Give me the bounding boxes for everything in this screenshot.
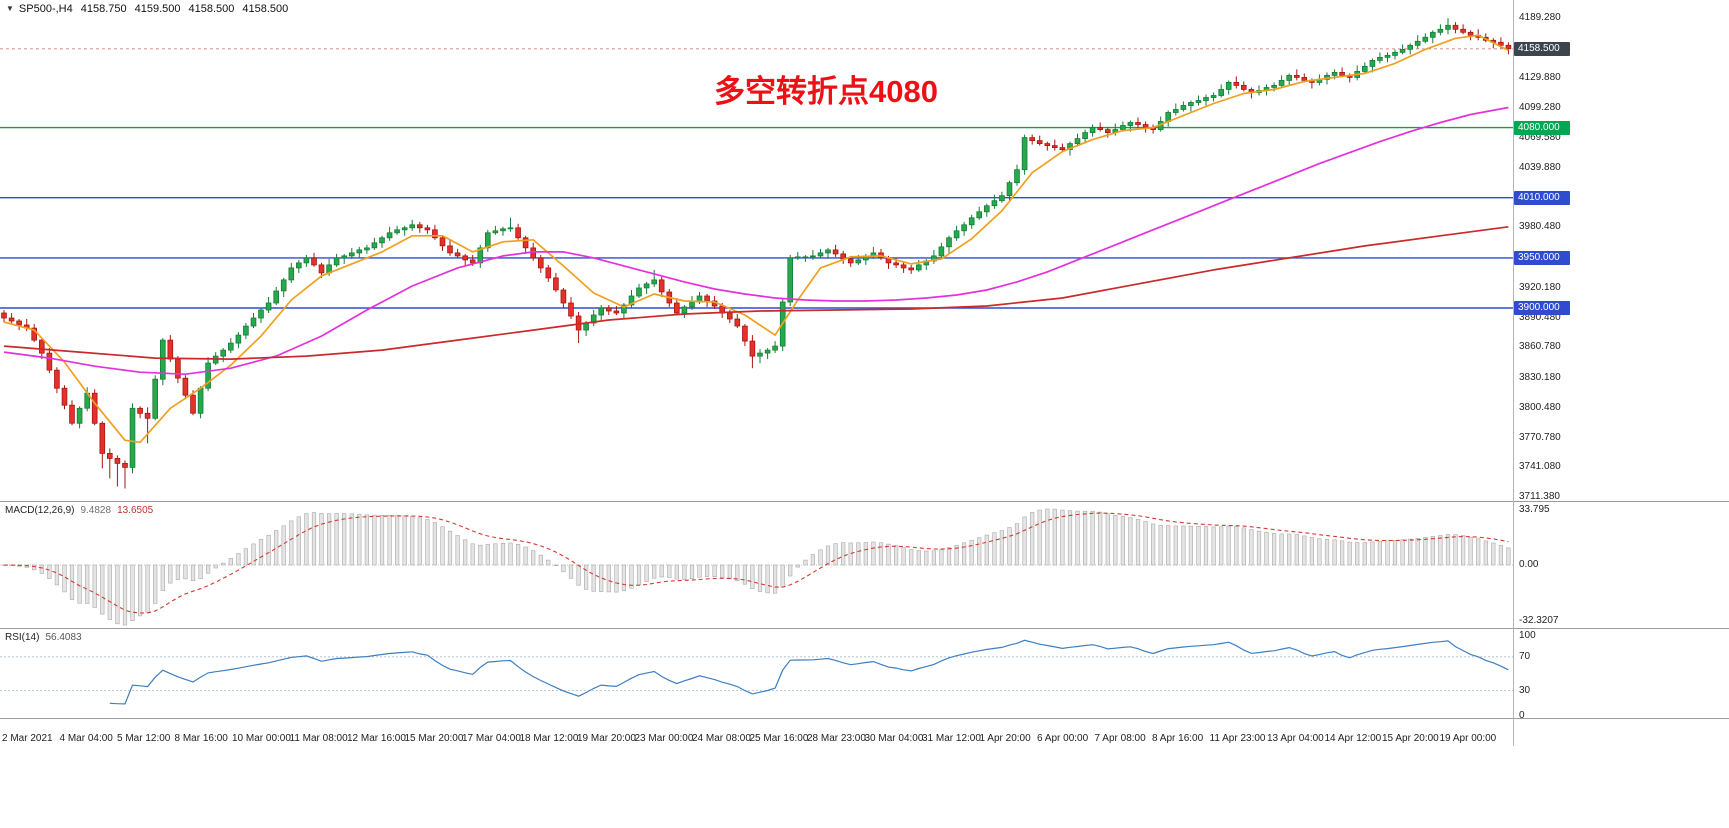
price-axis-label: 3980.480 [1519, 221, 1561, 233]
price-axis-label: 3860.780 [1519, 341, 1561, 353]
price-axis-label: 3800.480 [1519, 401, 1561, 413]
time-axis-label: 19 Apr 00:00 [1439, 733, 1497, 744]
macd-axis-label: 33.795 [1519, 504, 1550, 515]
ma-line-fast[interactable] [3, 34, 1509, 444]
time-axis-label: 17 Mar 04:00 [462, 733, 521, 744]
time-axis-label: 18 Mar 12:00 [519, 733, 579, 744]
main-price-chart[interactable] [0, 0, 1513, 501]
price-axis-label: 4189.280 [1519, 12, 1561, 23]
ma-line-slow[interactable] [3, 225, 1509, 360]
quote-high: 4159.500 [134, 3, 181, 15]
macd-panel[interactable] [0, 502, 1513, 628]
macd-main-value: 9.4828 [80, 505, 112, 516]
rsi-value: 56.4083 [45, 632, 82, 643]
ma-line-medium[interactable] [3, 106, 1509, 376]
panel-separator-macd[interactable] [0, 501, 1729, 502]
time-axis-label: 25 Mar 16:00 [749, 733, 809, 744]
time-axis-label: 19 Mar 20:00 [577, 733, 636, 744]
level-tag-4010: 4010.000 [1514, 190, 1570, 205]
rsi-label: RSI(14) [5, 632, 40, 643]
rsi-line [109, 639, 1509, 705]
time-axis-label: 11 Apr 23:00 [1209, 733, 1266, 744]
quote-close: 4158.500 [242, 3, 289, 15]
price-axis-label: 4039.880 [1519, 161, 1561, 173]
time-axis-label: 7 Apr 08:00 [1094, 733, 1146, 744]
price-axis-label: 4069.580 [1519, 132, 1561, 143]
symbol-period-label: SP500-,H4 [18, 3, 73, 15]
rsi-axis-label: 0 [1519, 710, 1525, 721]
price-axis-label: 3711.380 [1519, 491, 1560, 503]
macd-axis-label: -32.3207 [1519, 614, 1559, 626]
quote-low: 4158.500 [188, 3, 235, 15]
last-price-tag: 4158.500 [1514, 41, 1570, 56]
time-axis-label: 8 Mar 16:00 [174, 733, 228, 744]
time-axis-label: 10 Mar 00:00 [232, 733, 291, 744]
price-axis-label: 3890.480 [1519, 311, 1561, 323]
time-axis-label: 28 Mar 23:00 [807, 733, 866, 744]
time-axis-label: 15 Mar 20:00 [404, 733, 464, 744]
time-axis-label: 31 Mar 12:00 [922, 733, 981, 744]
price-axis-label: 4129.880 [1519, 71, 1561, 83]
time-scale[interactable]: 2 Mar 2021 4 Mar 04:00 5 Mar 12:00 8 Mar 16… [0, 733, 1729, 753]
level-tag-3950: 3950.000 [1514, 250, 1570, 265]
rsi-axis-label: 30 [1519, 684, 1531, 696]
price-scale-separator [1513, 0, 1514, 746]
time-axis-label: 2 Mar 2021 [2, 733, 53, 744]
macd-indicator-label: MACD(12,26,9) 9.4828 13.6505 [5, 505, 159, 516]
symbol-dropdown-icon[interactable]: ▼ [6, 4, 14, 13]
macd-signal-value: 13.6505 [117, 505, 154, 516]
panel-separator-rsi[interactable] [0, 628, 1729, 629]
time-axis-label: 6 Apr 00:00 [1037, 733, 1089, 744]
chart-title: ▼ SP500-,H4 4158.750 4159.500 4158.500 4158.5… [6, 3, 288, 15]
time-axis-label: 11 Mar 08:00 [289, 733, 348, 744]
rsi-axis-label: 100 [1519, 630, 1536, 641]
chart-annotation-text[interactable]: 多空转折点4080 [714, 74, 938, 109]
level-tag-3900: 3900.000 [1514, 301, 1570, 315]
time-axis-label: 13 Apr 04:00 [1267, 733, 1324, 744]
macd-axis-label: 0.00 [1519, 559, 1539, 570]
price-axis-label: 3830.180 [1519, 372, 1561, 383]
rsi-axis-label: 70 [1519, 650, 1531, 662]
price-axis-label: 3920.180 [1519, 281, 1561, 293]
time-axis-label: 4 Mar 04:00 [59, 733, 113, 744]
time-axis-label: 8 Apr 16:00 [1152, 733, 1204, 744]
time-axis-label: 30 Mar 04:00 [864, 733, 924, 744]
price-scale[interactable]: 4189.280 4129.880 4099.280 4069.580 4039.880… [1513, 0, 1729, 760]
price-axis-label: 3770.780 [1519, 431, 1561, 443]
time-axis-label: 14 Apr 12:00 [1324, 733, 1382, 744]
time-axis-label: 23 Mar 00:00 [634, 733, 694, 744]
price-axis-label: 3741.080 [1519, 461, 1561, 473]
rsi-panel[interactable] [0, 629, 1513, 718]
time-axis-label: 12 Mar 16:00 [347, 733, 406, 744]
macd-histogram [1, 508, 1511, 626]
panel-separator-bottom [0, 718, 1729, 719]
time-axis-label: 24 Mar 08:00 [692, 733, 751, 744]
quote-open: 4158.750 [80, 3, 127, 15]
level-tag-4080: 4080.000 [1514, 120, 1570, 135]
price-axis-label: 4099.280 [1519, 102, 1561, 114]
macd-label: MACD(12,26,9) [5, 505, 75, 516]
macd-signal-line [3, 512, 1509, 614]
rsi-indicator-label: RSI(14) 56.4083 [5, 632, 88, 643]
time-axis-label: 1 Apr 20:00 [979, 733, 1031, 744]
time-axis-label: 15 Apr 20:00 [1382, 733, 1439, 744]
time-axis-label: 5 Mar 12:00 [117, 733, 171, 744]
